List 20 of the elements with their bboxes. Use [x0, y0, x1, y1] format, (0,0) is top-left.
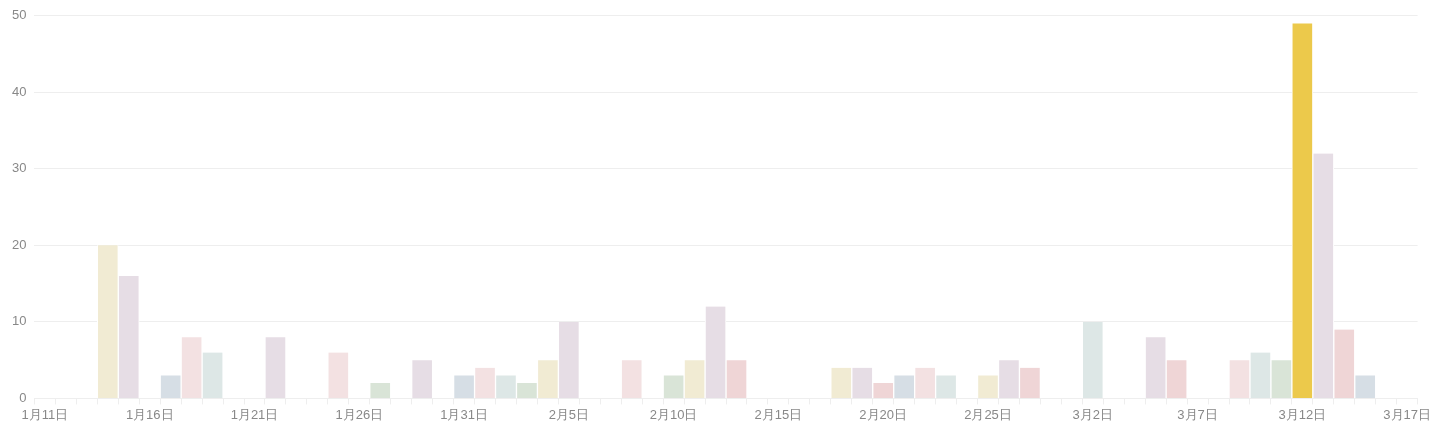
- x-tick-label: 2月25日: [964, 406, 1012, 422]
- x-tick-label: 3月2日: [1072, 406, 1114, 422]
- x-tick-label: 2月10日: [649, 406, 698, 422]
- x-tick-label: 1月26日: [335, 406, 384, 422]
- x-tick-label: 1月31日: [440, 406, 488, 422]
- x-tick-label: 2月20日: [859, 406, 908, 422]
- y-tick-label: 30: [11, 160, 27, 176]
- y-tick-label: 10: [11, 313, 27, 329]
- y-tick-label: 20: [11, 236, 27, 252]
- x-tick-label: 1月16日: [125, 406, 174, 422]
- x-tick-label: 3月12日: [1278, 406, 1327, 422]
- y-tick-label: 40: [11, 83, 27, 99]
- x-tick-label: 1月21日: [230, 406, 279, 422]
- x-tick-label: 2月15日: [754, 406, 803, 422]
- x-tick-label: 3月7日: [1177, 406, 1218, 422]
- x-tick-label: 3月17日: [1383, 406, 1431, 422]
- x-tick-label: 2月5日: [548, 406, 590, 422]
- y-tick-label: 50: [11, 7, 27, 23]
- y-tick-label: 0: [19, 389, 27, 405]
- x-tick-label: 1月11日: [21, 406, 69, 422]
